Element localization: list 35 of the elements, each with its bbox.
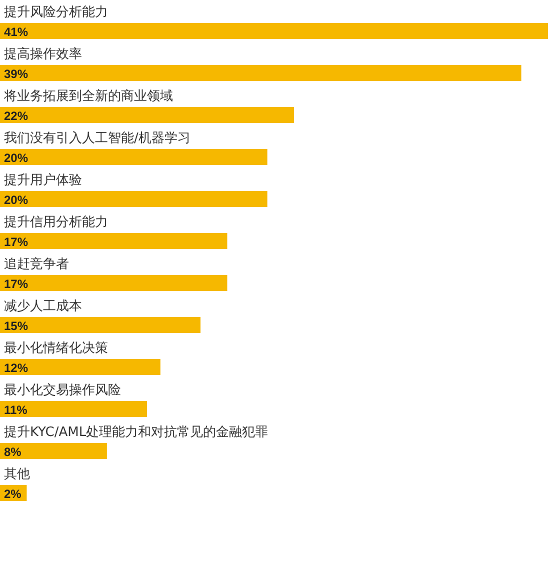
bar — [0, 191, 268, 207]
bar — [0, 443, 107, 459]
bar — [0, 401, 148, 417]
data-label: 11% — [4, 403, 28, 417]
y-tick-label: 将业务拓展到全新的商业领域 — [3, 89, 173, 104]
y-tick-label: 提升风险分析能力 — [4, 5, 108, 20]
y-tick-label: 我们没有引入人工智能/机器学习 — [4, 131, 190, 146]
y-tick-label: 提升KYC/AML处理能力和对抗常见的金融犯罪 — [4, 425, 268, 440]
data-label: 20% — [4, 193, 28, 207]
bar — [0, 359, 160, 375]
data-label: 41% — [4, 25, 28, 39]
data-label: 39% — [4, 67, 28, 81]
data-label: 17% — [4, 277, 28, 291]
data-label: 20% — [4, 151, 28, 165]
y-tick-label: 最小化交易操作风险 — [4, 382, 121, 398]
y-tick-label: 提升用户体验 — [4, 173, 82, 188]
bar — [0, 317, 200, 333]
y-tick-label: 追赶竞争者 — [4, 257, 69, 272]
data-label: 2% — [4, 487, 22, 501]
data-label: 12% — [4, 361, 28, 375]
bar — [0, 23, 548, 39]
bar — [0, 275, 228, 291]
y-tick-label: 提升信用分析能力 — [4, 215, 108, 230]
data-label: 8% — [4, 445, 22, 459]
bar — [0, 233, 228, 249]
data-label: 15% — [4, 319, 28, 333]
data-label: 22% — [4, 109, 28, 123]
bar — [0, 65, 522, 81]
bar — [0, 107, 294, 123]
y-tick-label: 提高操作效率 — [4, 46, 82, 62]
bar — [0, 149, 268, 165]
y-tick-label: 其他 — [4, 467, 30, 482]
y-tick-label: 最小化情绪化决策 — [4, 341, 108, 356]
data-label: 17% — [4, 235, 28, 249]
y-tick-label: 减少人工成本 — [4, 299, 82, 314]
